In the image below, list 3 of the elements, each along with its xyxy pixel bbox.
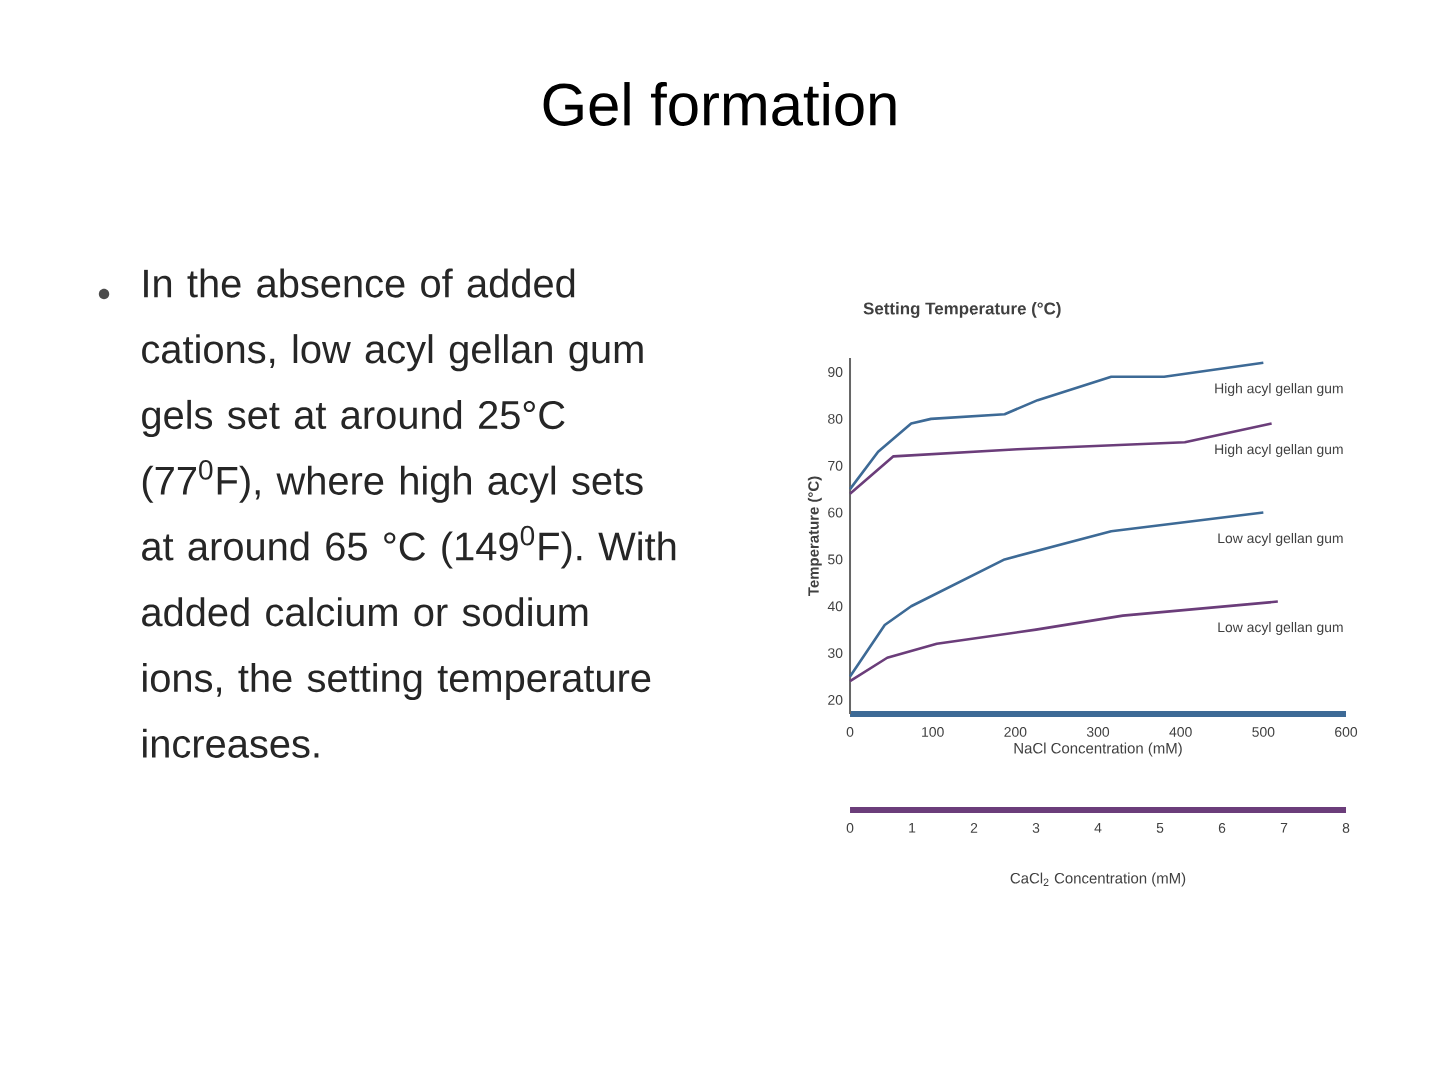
text: In the absence of added cations, low acyl gellan gum gels set at around 25°C (77$^{0}$F), where high acyl sets at around 65 °C (149$^{0}$F). With added calcium or sodium ions, the setting temperature increases. (142, 268, 676, 758)
chart-title: Gel formation (543, 82, 896, 126)
chart-subtitle: Setting Temperature (°C) (863, 302, 1061, 318)
